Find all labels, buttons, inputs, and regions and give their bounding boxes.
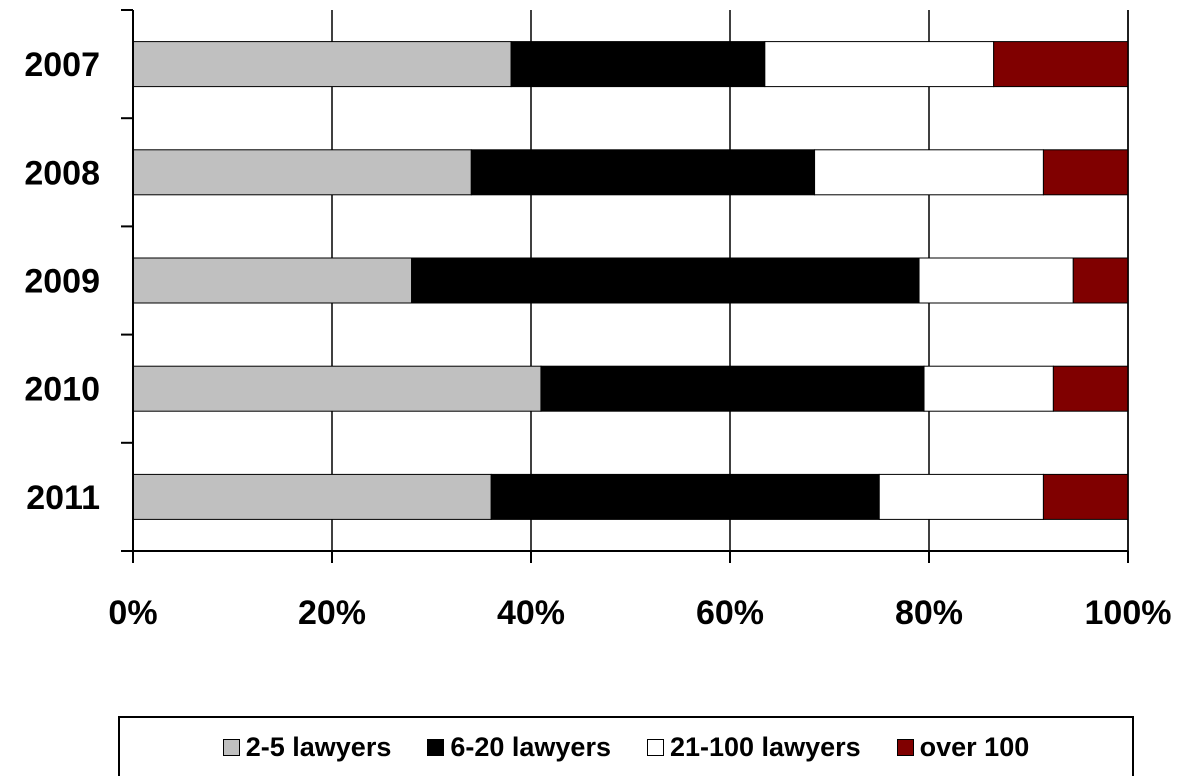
bar-segment <box>132 257 413 304</box>
bar-segment <box>1072 257 1129 304</box>
bars <box>132 41 1129 520</box>
y-tick-label: 2010 <box>24 371 100 409</box>
bar-segment <box>764 41 995 88</box>
bar-segment <box>878 473 1044 520</box>
x-tick-label: 0% <box>108 594 157 632</box>
bar-segment <box>411 257 920 304</box>
bar-segment <box>923 365 1054 412</box>
x-tick-label: 80% <box>895 594 963 632</box>
x-tick-label: 20% <box>298 594 366 632</box>
legend-swatch <box>646 738 664 756</box>
legend-item: over 100 <box>896 731 1030 763</box>
x-tick-label: 60% <box>696 594 764 632</box>
x-tick-label: 40% <box>497 594 565 632</box>
y-tick-label: 2007 <box>24 46 100 84</box>
bar-segment <box>132 149 472 196</box>
legend-label: 2-5 lawyers <box>245 731 392 762</box>
legend-label: over 100 <box>919 731 1030 762</box>
y-tick-labels: 2007 2008 2009 2010 2011 <box>24 46 100 517</box>
x-tick-label: 100% <box>1085 594 1172 632</box>
y-tick-label: 2011 <box>26 479 100 517</box>
bar-segment <box>132 365 542 412</box>
bar-segment <box>540 365 925 412</box>
legend-item: 6-20 lawyers <box>427 732 611 763</box>
bar-segment <box>814 149 1044 196</box>
legend-item: 21-100 lawyers <box>646 731 861 763</box>
bar-segment <box>918 257 1074 304</box>
legend-swatch <box>427 738 445 756</box>
y-tick-label: 2008 <box>24 154 100 192</box>
y-tick-label: 2009 <box>24 263 100 301</box>
bar-segment <box>470 149 816 196</box>
x-tick-labels: 0% 20% 40% 60% 80% 100% <box>108 594 1171 632</box>
bar-segment <box>1042 149 1129 196</box>
bar-segment <box>1052 365 1129 412</box>
legend: 2-5 lawyers 6-20 lawyers 21-100 lawyers ove… <box>118 716 1134 776</box>
axes <box>121 9 1129 563</box>
legend-label: 6-20 lawyers <box>450 731 611 762</box>
bar-segment <box>510 41 766 88</box>
legend-swatch <box>222 738 240 756</box>
legend-label: 21-100 lawyers <box>669 731 861 762</box>
legend-item: 2-5 lawyers <box>222 731 392 763</box>
legend-swatch <box>896 738 914 756</box>
bar-segment <box>1042 473 1129 520</box>
bar-segment <box>490 473 880 520</box>
bar-segment <box>132 41 512 88</box>
bar-segment <box>993 41 1129 88</box>
bar-segment <box>132 473 492 520</box>
